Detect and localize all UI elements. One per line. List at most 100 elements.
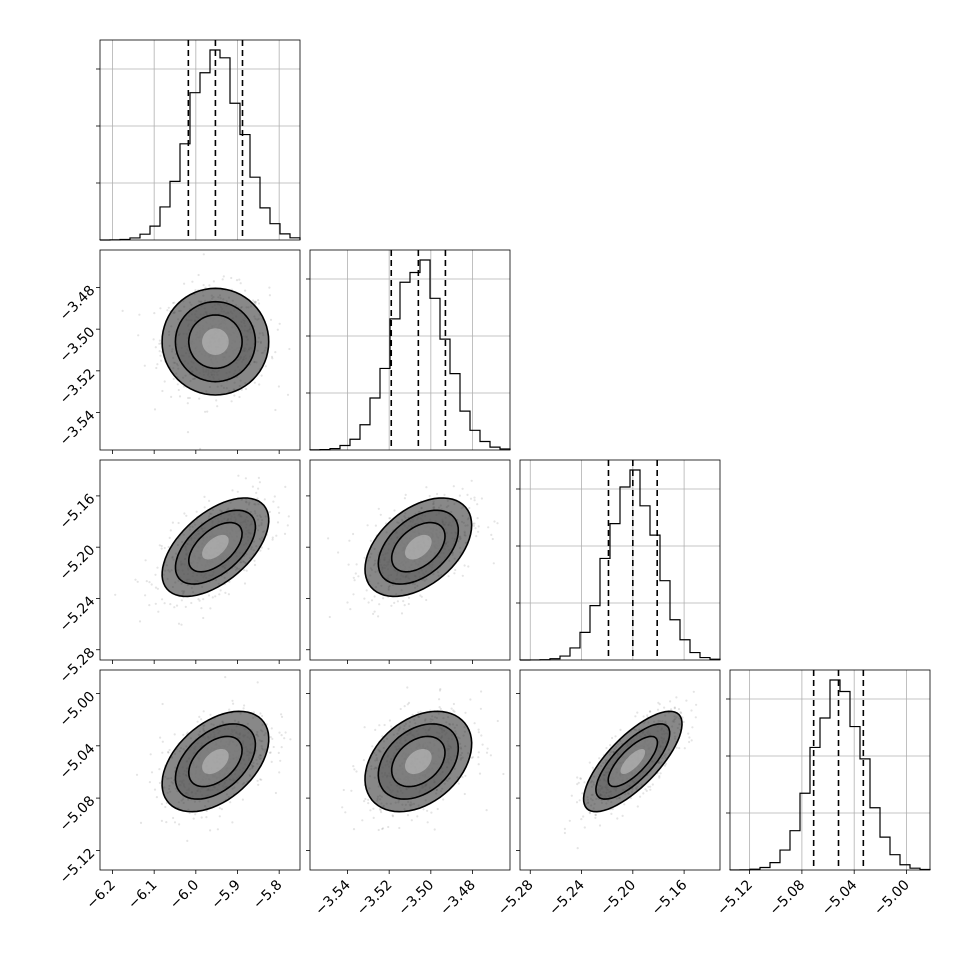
scatter-point: [259, 712, 262, 715]
scatter-point: [160, 547, 163, 550]
ytick-label-1-0: −3.54: [57, 407, 99, 449]
scatter-point: [466, 493, 469, 496]
scatter-point: [203, 506, 206, 509]
scatter-point: [403, 497, 406, 500]
scatter-point: [458, 494, 461, 497]
scatter-point: [158, 339, 161, 342]
scatter-point: [272, 745, 275, 749]
scatter-point: [186, 839, 189, 843]
scatter-point: [278, 771, 281, 774]
scatter-point: [197, 598, 200, 601]
scatter-point: [611, 808, 614, 811]
scatter-point: [400, 612, 404, 615]
scatter-point: [156, 587, 159, 590]
scatter-point: [480, 690, 483, 693]
scatter-point: [681, 716, 684, 719]
density-fill-3-2-0: [620, 749, 646, 774]
scatter-point: [438, 689, 442, 692]
scatter-point: [178, 395, 182, 398]
scatter-point: [365, 589, 368, 592]
scatter-point: [156, 363, 159, 366]
scatter-point: [268, 286, 271, 289]
scatter-point: [639, 795, 642, 798]
scatter-point: [157, 610, 160, 613]
scatter-point: [354, 572, 357, 575]
scatter-point: [378, 603, 381, 606]
scatter-point: [352, 828, 356, 831]
xtick-label-1-0: −3.54: [312, 877, 354, 919]
scatter-point: [233, 394, 236, 397]
scatter-point: [406, 814, 410, 817]
scatter-point: [658, 776, 661, 779]
scatter-point: [218, 807, 221, 810]
scatter-point: [470, 756, 473, 760]
scatter-point: [419, 594, 422, 597]
scatter-point: [254, 302, 257, 305]
density-fill-3-1-0: [405, 749, 432, 775]
scatter-point: [649, 785, 652, 788]
scatter-point: [256, 497, 259, 500]
scatter-point: [148, 581, 151, 584]
scatter-point: [663, 706, 666, 709]
scatter-point: [280, 713, 283, 716]
scatter-point: [588, 761, 591, 764]
scatter-point: [576, 776, 579, 779]
scatter-point: [254, 300, 257, 303]
scatter-point: [349, 608, 352, 611]
scatter-point: [677, 708, 681, 711]
scatter-point: [241, 798, 244, 801]
scatter-point: [268, 510, 271, 513]
scatter-point: [177, 521, 180, 525]
scatter-point: [180, 599, 183, 602]
scatter-point: [224, 591, 227, 595]
scatter-point: [145, 580, 148, 583]
contour-3-2-1: [607, 735, 659, 788]
scatter-point: [235, 279, 239, 282]
scatter-point: [188, 396, 191, 400]
scatter-point: [148, 604, 151, 607]
scatter-point: [284, 731, 287, 734]
scatter-point: [209, 713, 212, 716]
scatter-point: [568, 819, 571, 822]
scatter-point: [454, 568, 457, 572]
scatter-point: [209, 829, 212, 832]
scatter-point: [160, 819, 163, 823]
scatter-point: [135, 773, 139, 776]
scatter-point: [245, 569, 248, 572]
scatter-point: [258, 481, 261, 484]
scatter-point: [253, 381, 256, 384]
scatter-point: [161, 598, 164, 601]
scatter-point: [393, 509, 396, 512]
scatter-point: [138, 620, 142, 623]
scatter-point: [680, 712, 683, 715]
scatter-point: [175, 604, 179, 607]
hist-panel-2: [516, 459, 721, 661]
scatter-point: [253, 559, 256, 562]
scatter-point: [239, 282, 242, 285]
scatter-point: [478, 772, 482, 775]
scatter-point: [389, 517, 392, 520]
contour-2-1-3: [364, 497, 473, 598]
scatter-point: [383, 723, 386, 727]
scatter-point: [271, 357, 274, 360]
scatter-point: [355, 770, 358, 773]
scatter-point: [257, 299, 260, 302]
scatter-point: [353, 579, 356, 582]
scatter-point: [231, 489, 234, 492]
scatter-point: [227, 593, 230, 596]
panel-frame-2-1: [309, 459, 511, 661]
scatter-point: [274, 351, 277, 354]
scatter-point: [594, 816, 597, 820]
scatter-point: [644, 788, 647, 791]
scatter-point: [163, 380, 166, 383]
scatter-point: [647, 785, 650, 788]
scatter-point: [155, 796, 158, 799]
scatter-point: [582, 815, 585, 818]
scatter-point: [280, 746, 283, 749]
scatter-point: [280, 734, 283, 737]
scatter-point: [172, 816, 175, 820]
hist-frame-2: [519, 459, 721, 661]
contour-2-1-1: [390, 521, 446, 573]
scatter-point: [477, 728, 480, 731]
